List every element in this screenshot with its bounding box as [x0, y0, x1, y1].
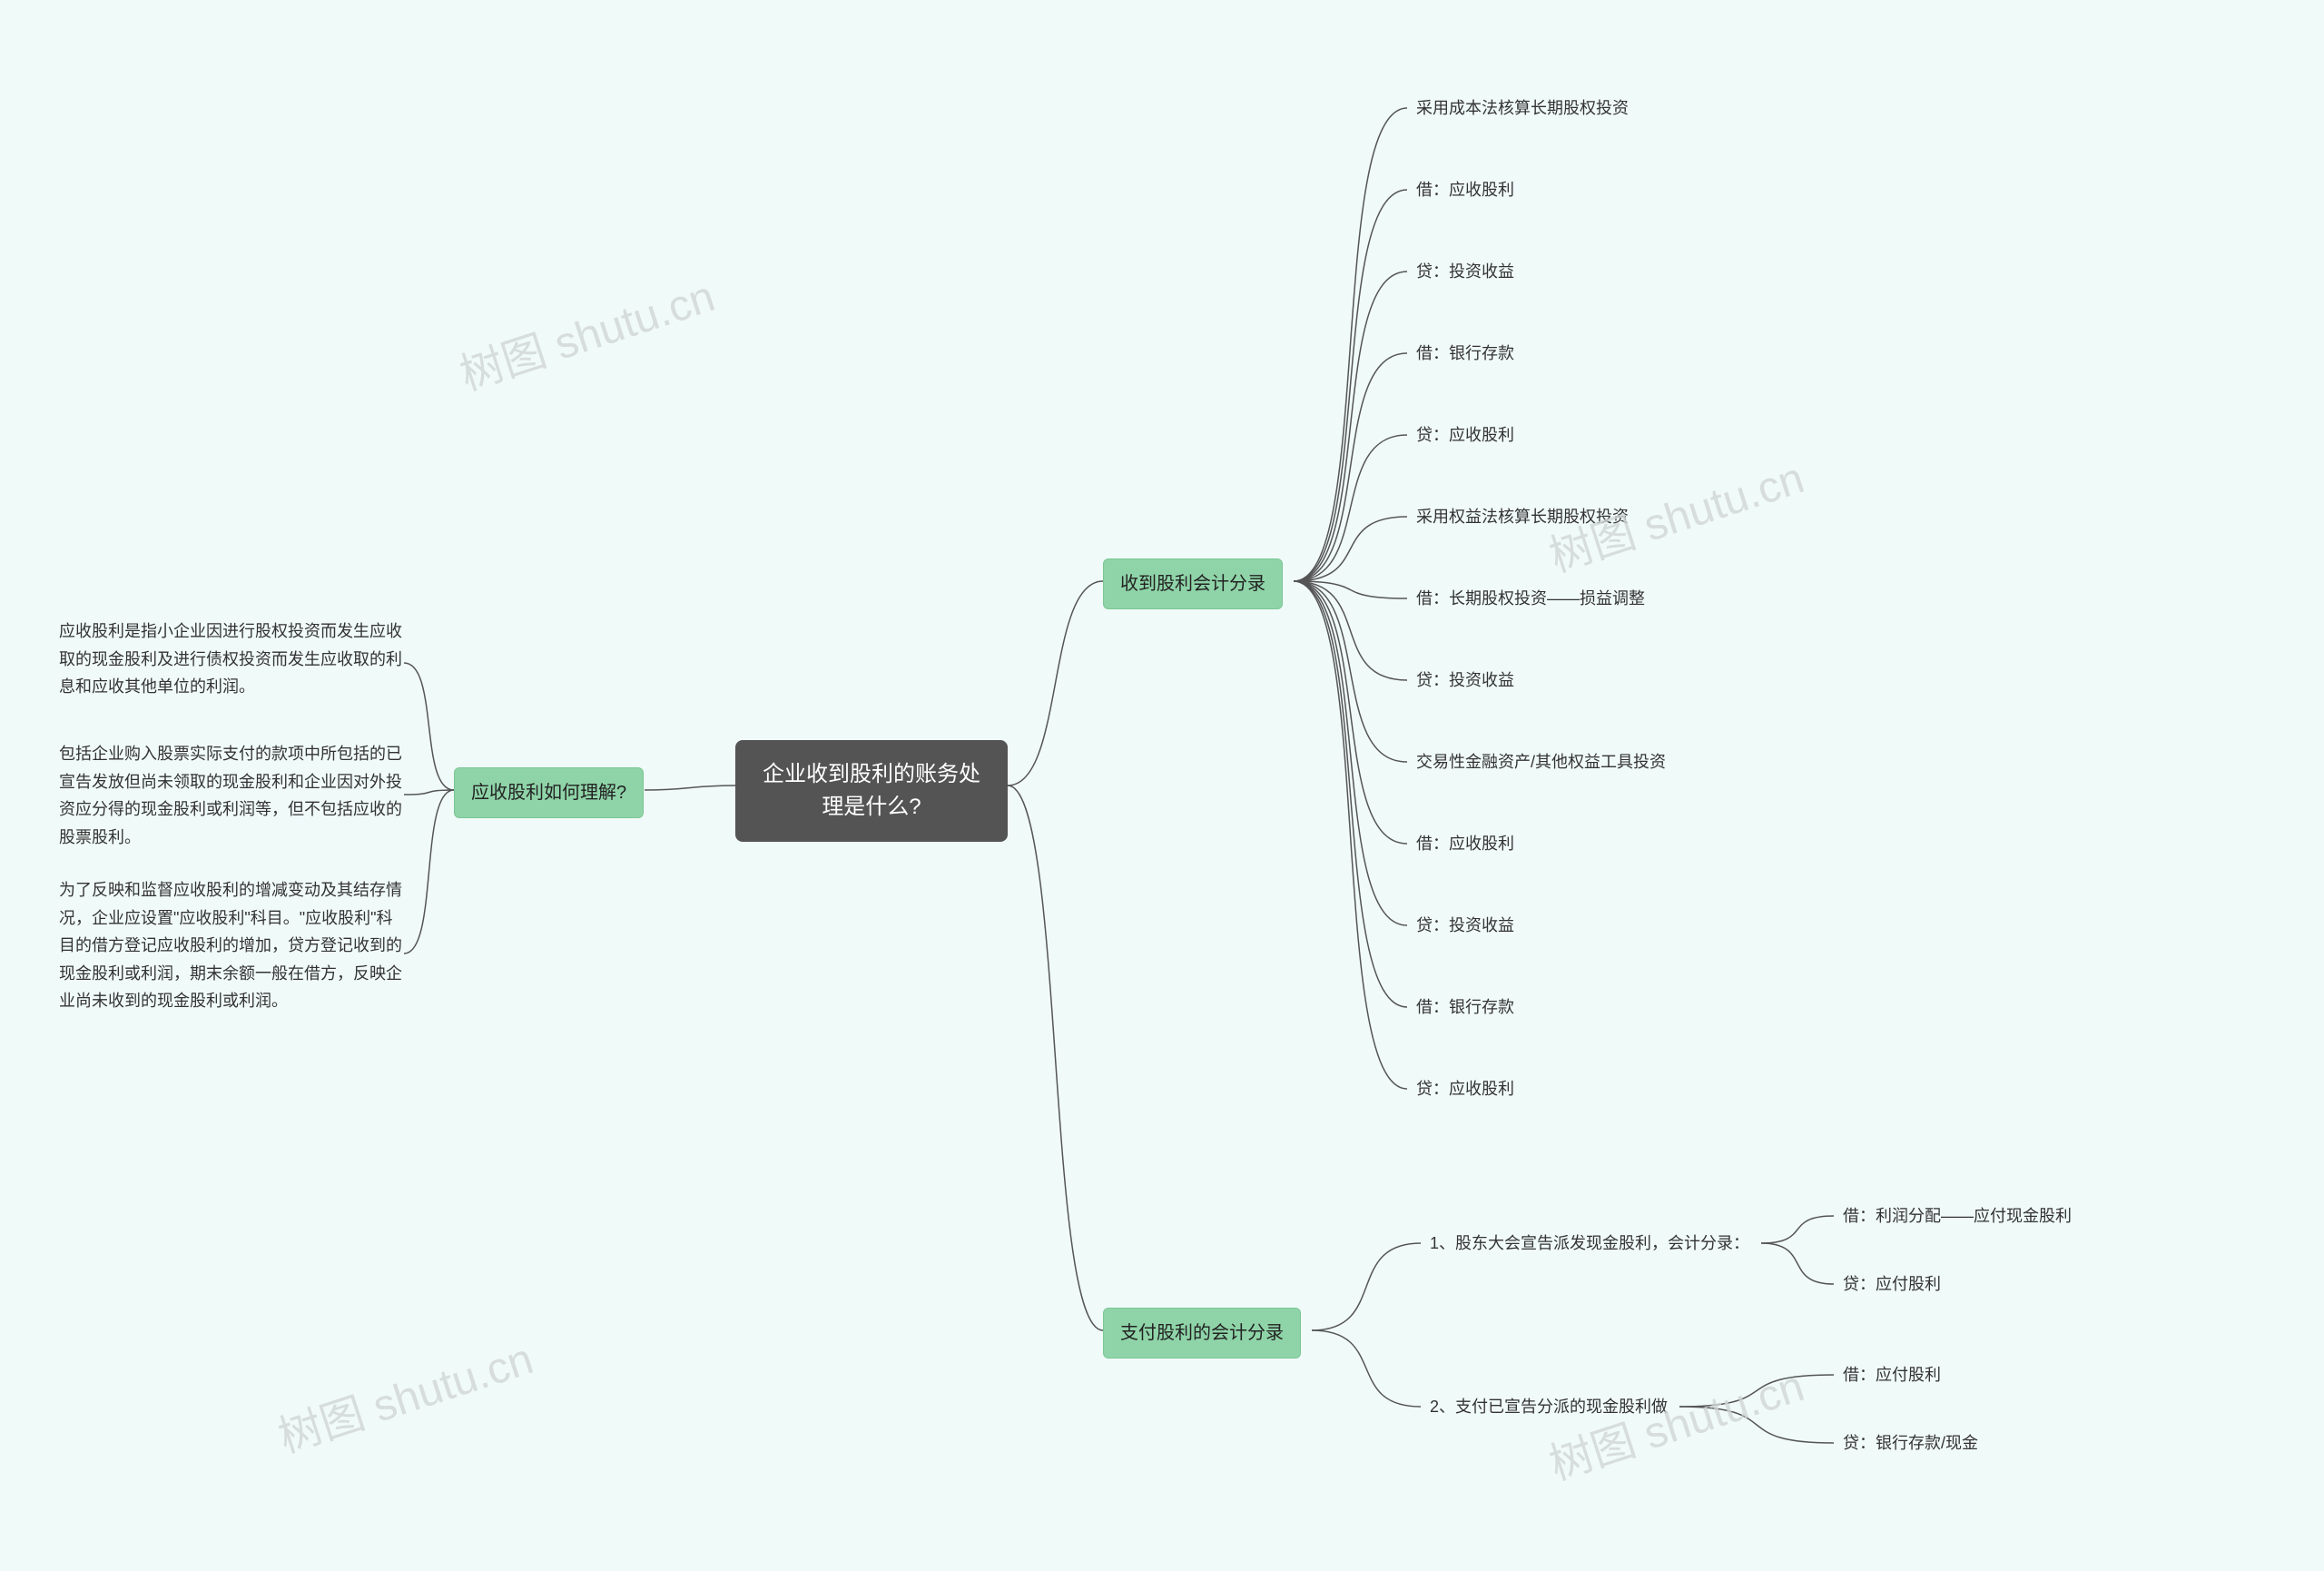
right1-leaf-2: 贷：投资收益 [1416, 259, 1514, 285]
right1-leaf-12: 贷：应收股利 [1416, 1076, 1514, 1102]
right1-leaf-0: 采用成本法核算长期股权投资 [1416, 95, 1629, 122]
right1-leaf-6: 借：长期股权投资——损益调整 [1416, 586, 1645, 612]
right1-leaf-7: 贷：投资收益 [1416, 667, 1514, 694]
right2-leaf-0-child-1: 贷：应付股利 [1843, 1271, 1941, 1298]
right1-leaf-1: 借：应收股利 [1416, 177, 1514, 203]
right1-leaf-4: 贷：应收股利 [1416, 422, 1514, 449]
branch-right-2: 支付股利的会计分录 [1103, 1308, 1301, 1359]
right2-leaf-1-child-0: 借：应付股利 [1843, 1362, 1941, 1388]
branch-right-1: 收到股利会计分录 [1103, 558, 1283, 609]
left1-leaf-2: 为了反映和监督应收股利的增减变动及其结存情况，企业应设置"应收股利"科目。"应收… [59, 876, 404, 1015]
right1-leaf-10: 贷：投资收益 [1416, 913, 1514, 939]
left1-leaf-1: 包括企业购入股票实际支付的款项中所包括的已宣告发放但尚未领取的现金股利和企业因对… [59, 740, 404, 851]
right2-leaf-1-child-1: 贷：银行存款/现金 [1843, 1430, 1978, 1457]
right2-leaf-1: 2、支付已宣告分派的现金股利做 [1430, 1394, 1668, 1420]
watermark-1: 树图 shutu.cn [269, 1323, 539, 1465]
root-node: 企业收到股利的账务处理是什么? [735, 740, 1008, 842]
watermark-3: 树图 shutu.cn [1540, 1350, 1810, 1492]
right2-leaf-0: 1、股东大会宣告派发现金股利，会计分录： [1430, 1230, 1749, 1257]
left1-leaf-0: 应收股利是指小企业因进行股权投资而发生应收取的现金股利及进行债权投资而发生应收取… [59, 618, 404, 701]
right1-leaf-11: 借：银行存款 [1416, 994, 1514, 1021]
right1-leaf-9: 借：应收股利 [1416, 831, 1514, 857]
branch-left-1: 应收股利如何理解? [454, 767, 644, 818]
right1-leaf-5: 采用权益法核算长期股权投资 [1416, 504, 1629, 530]
right1-leaf-3: 借：银行存款 [1416, 341, 1514, 367]
right1-leaf-8: 交易性金融资产/其他权益工具投资 [1416, 749, 1666, 776]
watermark-0: 树图 shutu.cn [450, 261, 721, 402]
right2-leaf-0-child-0: 借：利润分配——应付现金股利 [1843, 1203, 2072, 1230]
